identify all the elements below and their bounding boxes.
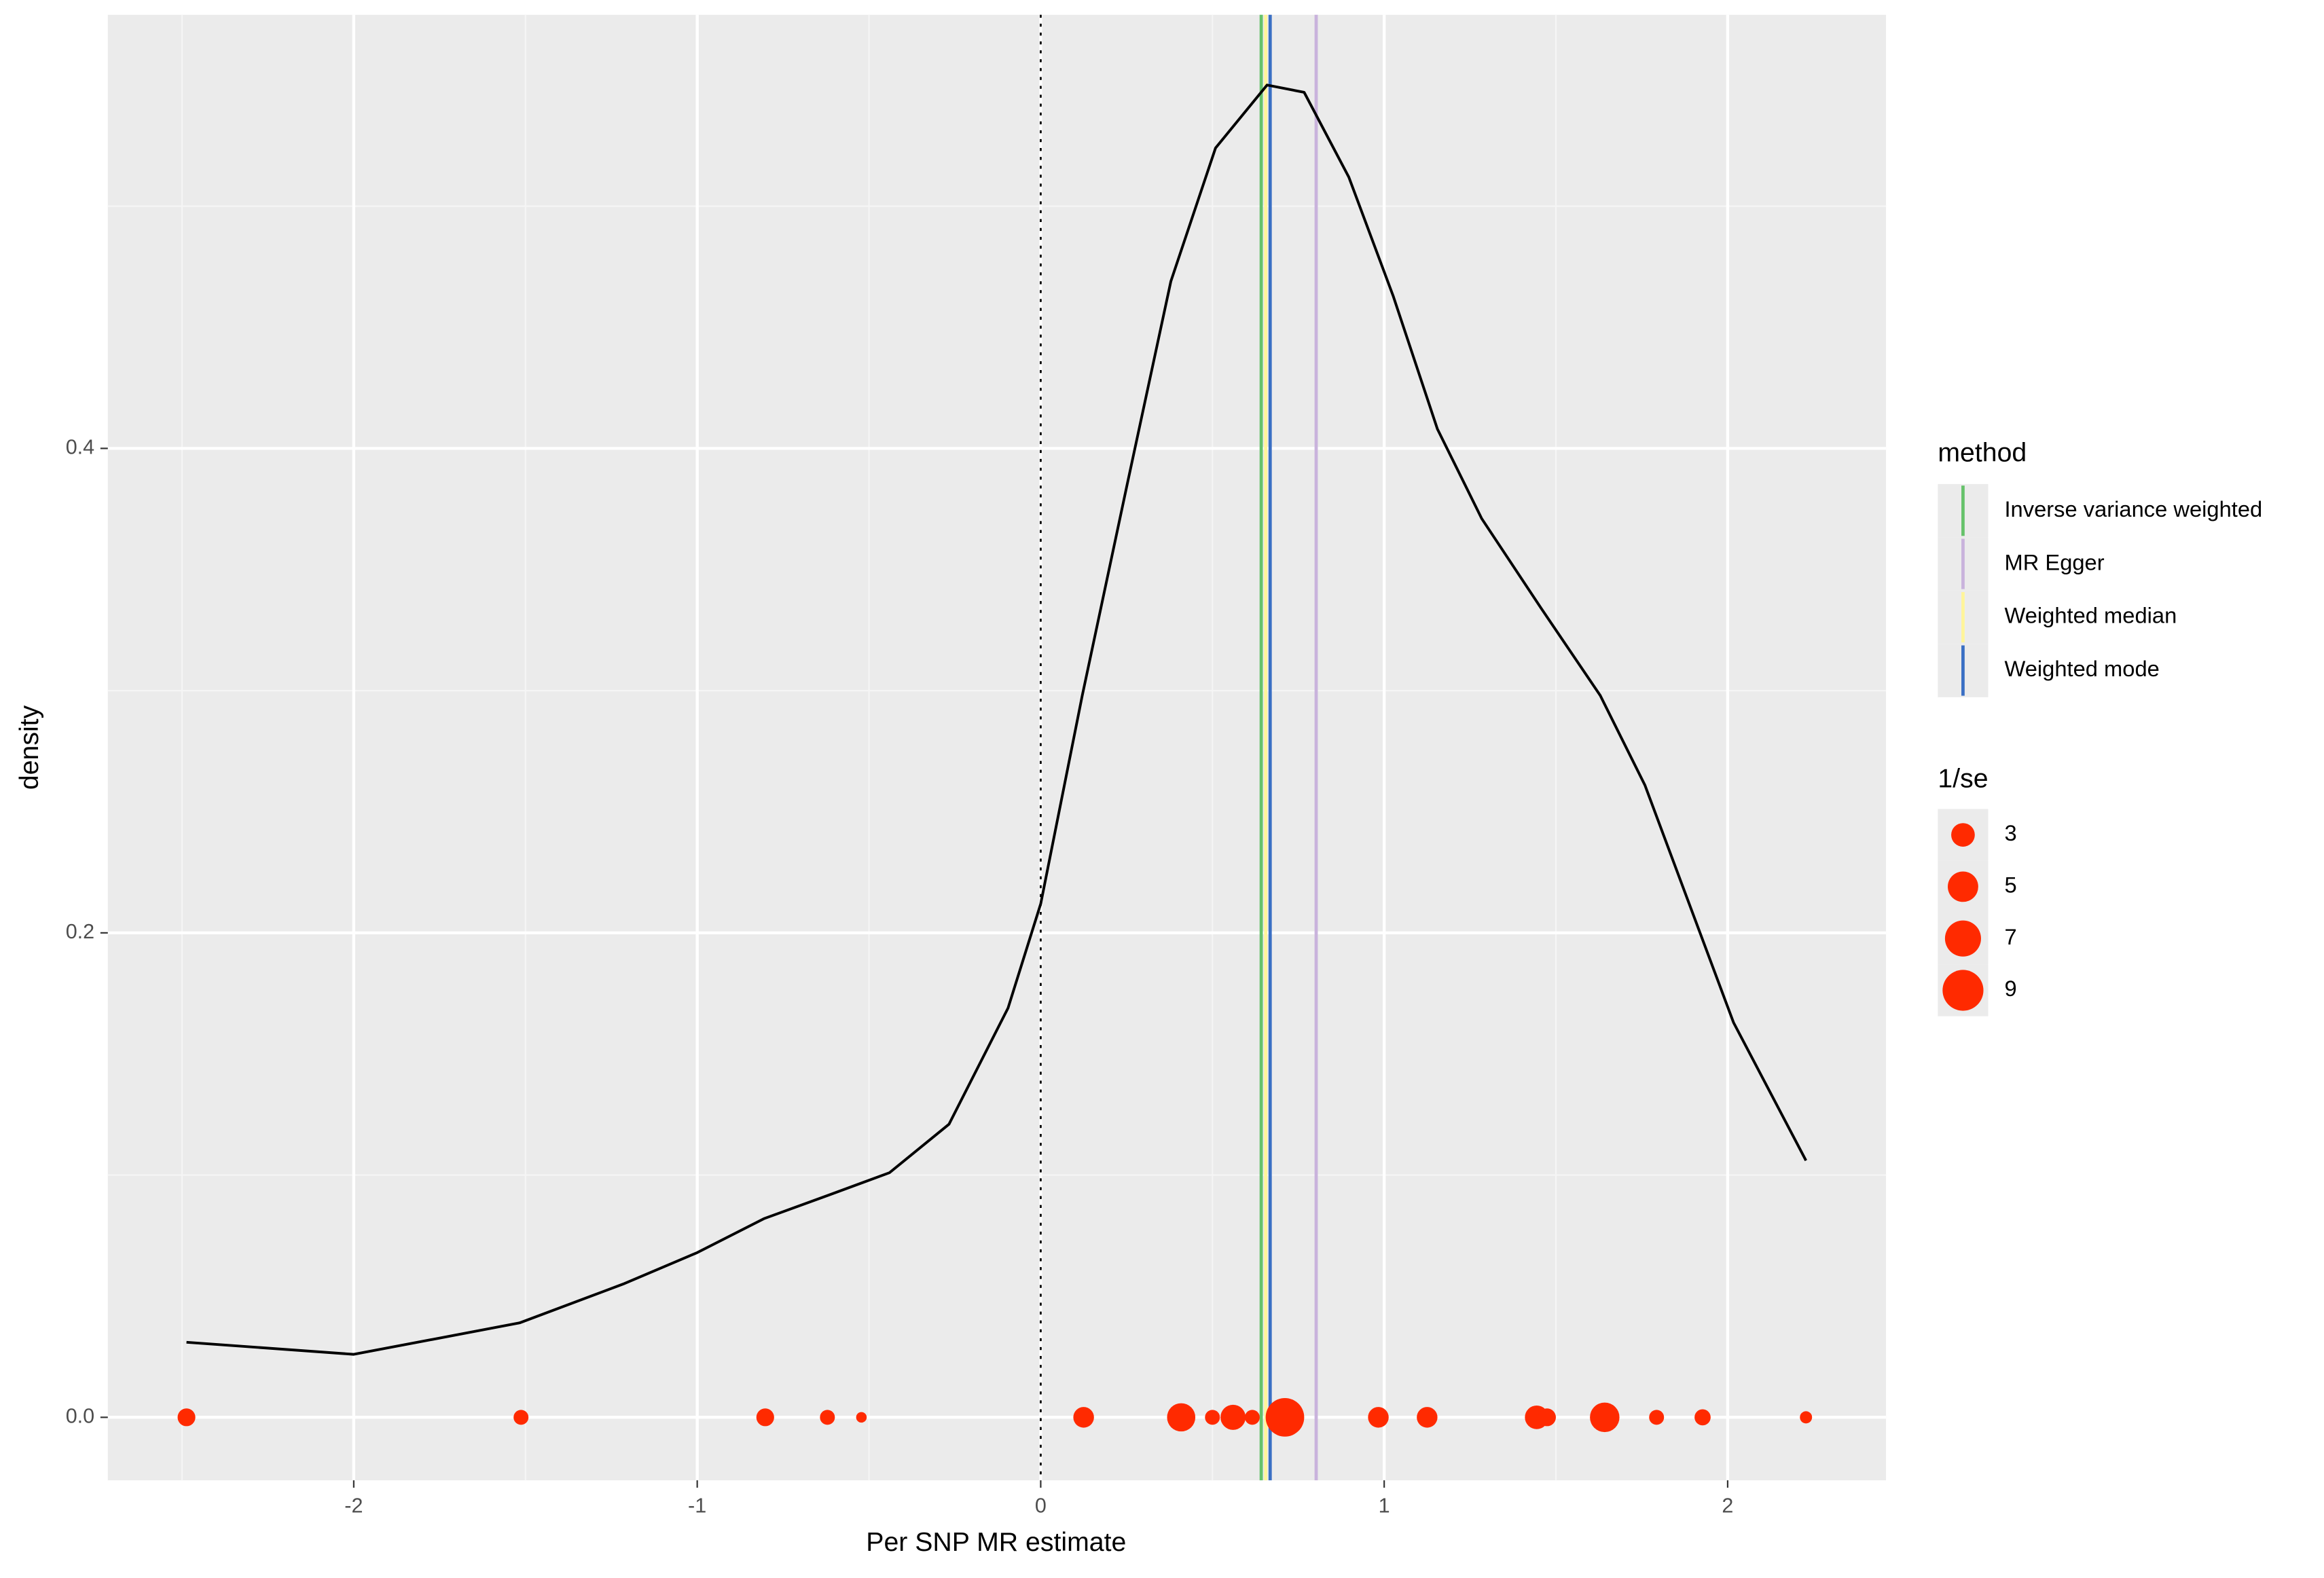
legend-label: Weighted mode [2004,656,2159,681]
point [1417,1407,1438,1428]
legend-label: 3 [2004,820,2016,845]
axes: -2 -1 0 1 2 0.0 0.2 0.4 [66,435,1734,1517]
legend-label: 9 [2004,976,2016,1001]
legend-label: Weighted median [2004,603,2177,628]
point [856,1412,867,1423]
x-tick-label: 0 [1035,1494,1047,1517]
marks [177,14,1813,1481]
legend-label: 5 [2004,873,2016,898]
y-tick-label: 0.2 [66,920,94,943]
legend-size-key [1942,970,1984,1011]
point [177,1408,196,1427]
y-axis-title: density [14,705,44,790]
x-tick-label: -1 [688,1494,706,1517]
point [1167,1403,1196,1432]
point [1800,1411,1813,1424]
x-axis-title: Per SNP MR estimate [866,1527,1126,1557]
point [1265,1397,1305,1437]
legend-title: 1/se [1938,763,1988,793]
y-tick-label: 0.4 [66,435,94,458]
x-tick-label: -2 [344,1494,363,1517]
point [820,1410,835,1425]
plot-panel [107,14,1887,1481]
legend: method Inverse variance weighted MR Egger W… [1938,438,2262,1016]
legend-label: Inverse variance weighted [2004,496,2262,521]
legend-label: MR Egger [2004,549,2104,574]
point [1220,1404,1246,1430]
x-tick-label: 2 [1722,1494,1733,1517]
point [1590,1402,1620,1433]
point [1073,1407,1094,1428]
point [1244,1410,1260,1425]
legend-title: method [1938,438,2027,468]
point [1538,1408,1556,1427]
point [1694,1409,1711,1426]
legend-size-key [1948,871,1978,902]
x-tick-label: 1 [1379,1494,1390,1517]
legend-size-key [1944,920,1981,957]
density-curve [186,84,1807,1356]
point [1205,1410,1220,1425]
grid [107,14,1887,1481]
point [1368,1407,1389,1428]
y-tick-label: 0.0 [66,1404,94,1427]
legend-size-key [1951,823,1975,847]
legend-label: 7 [2004,924,2016,949]
point [756,1408,774,1427]
point [513,1410,529,1425]
point [1649,1410,1665,1425]
